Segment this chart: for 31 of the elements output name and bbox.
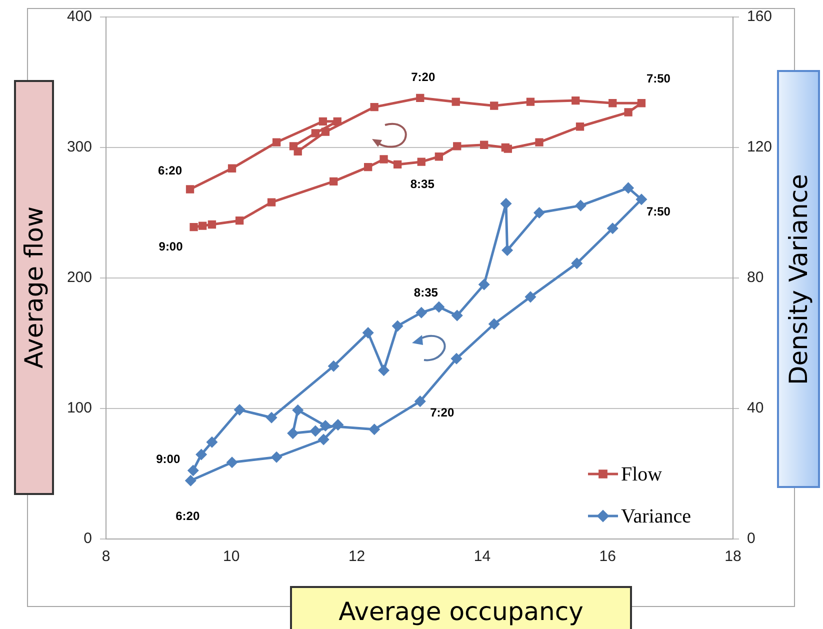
- annotation: 6:20: [176, 508, 200, 523]
- x-tick-label: 10: [223, 548, 240, 566]
- x-tick-label: 16: [599, 548, 616, 566]
- y2-tick-label: 160: [747, 8, 772, 26]
- y2-tick-label: 80: [747, 269, 764, 286]
- x-axis-title: Average occupancy: [338, 596, 584, 626]
- annotation: 8:35: [414, 285, 438, 300]
- y2-tick-label: 0: [747, 530, 756, 548]
- x-tick-label: 12: [348, 548, 366, 566]
- y-tick-label: 300: [66, 138, 92, 156]
- annotation: 9:00: [158, 239, 184, 254]
- y-axis-title: Average flow: [20, 206, 49, 369]
- legend-label: Flow: [621, 463, 663, 486]
- x-tick-label: 14: [474, 548, 491, 566]
- annotation: 7:50: [646, 71, 671, 86]
- y-tick-label: 200: [66, 269, 92, 286]
- x-tick-label: 8: [102, 548, 110, 566]
- y-tick-label: 100: [66, 400, 92, 417]
- annotation: 7:50: [646, 204, 671, 219]
- legend-label: Variance: [621, 505, 692, 528]
- y2-tick-label: 120: [747, 138, 772, 156]
- y2-axis-title: Density Variance: [784, 174, 813, 384]
- y2-tick-label: 40: [747, 400, 764, 417]
- annotation: 6:20: [158, 164, 182, 178]
- annotation: 7:20: [411, 70, 436, 84]
- annotation: 8:35: [410, 177, 435, 192]
- x-tick-label: 18: [724, 548, 742, 566]
- y-tick-label: 0: [84, 530, 92, 548]
- annotation: 7:20: [430, 406, 454, 420]
- y-tick-label: 400: [66, 8, 92, 26]
- annotation: 9:00: [156, 452, 180, 466]
